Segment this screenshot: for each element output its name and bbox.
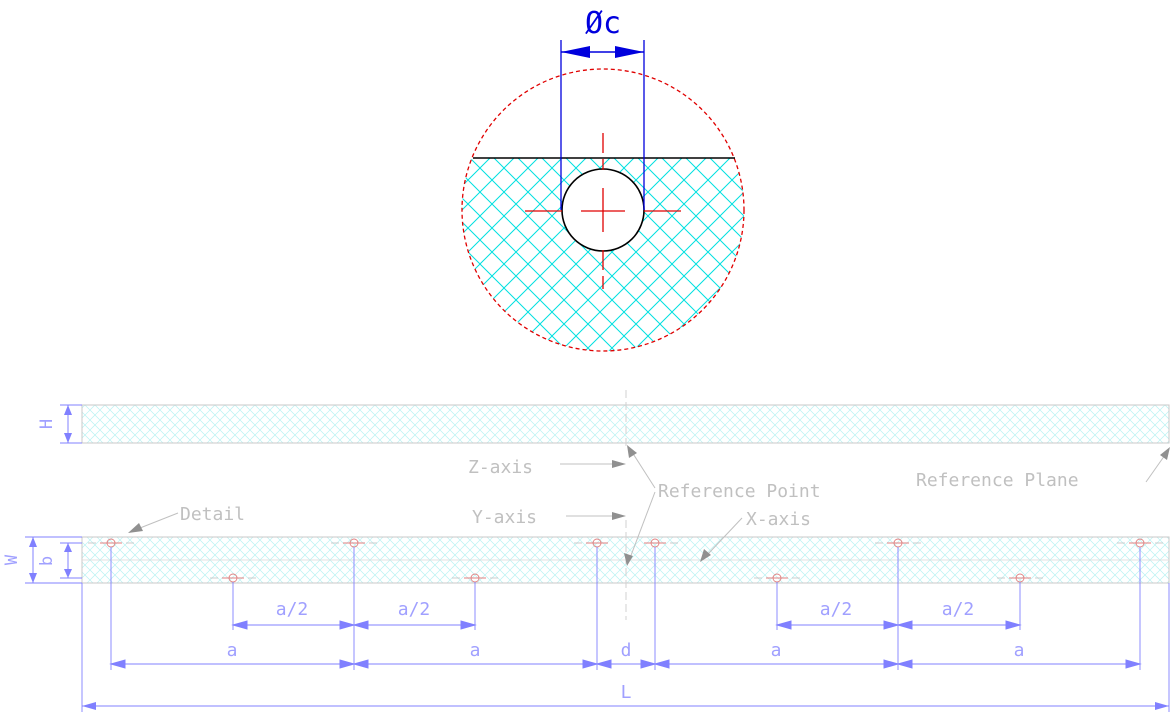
offset-dimension: b xyxy=(37,542,82,579)
half-spacing-dimensions xyxy=(231,620,1022,630)
reference-plane-leader xyxy=(1145,454,1166,483)
side-view: H xyxy=(37,390,1170,450)
spacing-label: a xyxy=(1014,640,1025,661)
z-axis-label: Z-axis xyxy=(468,457,533,478)
influence-circle xyxy=(461,68,745,352)
diameter-label: Øc xyxy=(585,6,621,41)
reference-point-leader-upper xyxy=(631,451,656,489)
side-view-slab xyxy=(81,404,1170,444)
offset-label: b xyxy=(37,556,57,566)
half-spacing-label: a/2 xyxy=(942,599,975,620)
soil-hatch xyxy=(462,158,744,351)
width-dimension: W xyxy=(2,536,82,584)
spacing-labels: a a d a a xyxy=(227,640,1025,661)
detail-leader xyxy=(139,512,179,529)
detail-arrow xyxy=(128,523,143,533)
x-axis-leader xyxy=(707,517,743,555)
spacing-label: a xyxy=(470,640,481,661)
detail-view: Øc xyxy=(461,6,745,352)
height-dimension: H xyxy=(37,404,82,444)
reference-point-arrow-upper xyxy=(627,445,637,458)
detail-label: Detail xyxy=(180,504,245,525)
reference-point-label: Reference Point xyxy=(658,481,821,502)
y-axis-label: Y-axis xyxy=(472,507,537,528)
x-axis-arrow xyxy=(700,549,711,562)
gap-label: d xyxy=(621,640,632,661)
z-axis-arrow xyxy=(612,460,626,468)
annotations: Z-axis Y-axis Reference Point Reference … xyxy=(128,445,1170,566)
half-spacing-label: a/2 xyxy=(398,599,431,620)
half-spacing-label: a/2 xyxy=(820,599,853,620)
reference-point-arrow-lower xyxy=(624,553,633,566)
width-label: W xyxy=(2,554,22,565)
height-label: H xyxy=(37,419,57,429)
spacing-label: a xyxy=(771,640,782,661)
half-spacing-label: a/2 xyxy=(276,599,309,620)
reference-plane-arrow xyxy=(1160,447,1170,460)
length-label: L xyxy=(621,682,632,703)
y-axis-arrow xyxy=(612,512,626,520)
extension-lines xyxy=(81,547,1170,712)
spacing-label: a xyxy=(227,640,238,661)
length-dimension: L xyxy=(82,682,1169,710)
half-spacing-labels: a/2 a/2 a/2 a/2 xyxy=(276,599,975,620)
reference-point-leader-lower xyxy=(629,491,656,559)
plan-view: W b xyxy=(2,520,1170,712)
diameter-dimension: Øc xyxy=(560,6,645,210)
reference-plane-label: Reference Plane xyxy=(916,470,1079,491)
detail-markers-top xyxy=(100,538,1151,548)
spacing-dimensions xyxy=(109,659,1142,669)
center-mark xyxy=(525,133,681,289)
x-axis-label: X-axis xyxy=(746,509,811,530)
